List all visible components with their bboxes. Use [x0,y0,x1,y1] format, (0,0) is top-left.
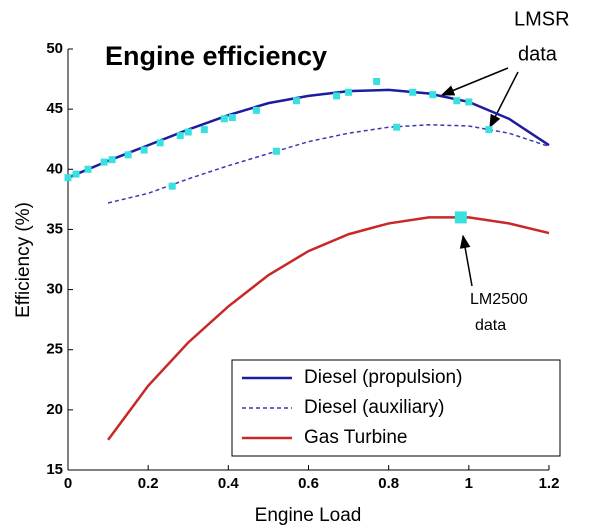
scatter-point [184,128,192,136]
scatter-point [252,106,260,114]
scatter-point [140,146,148,154]
scatter-point [373,77,381,85]
y-tick-label: 40 [46,160,63,177]
scatter-point [345,88,353,96]
x-tick-label: 0.2 [138,475,159,492]
scatter-point [272,147,280,155]
scatter-point [220,115,228,123]
annotation: LMSR [514,8,570,30]
legend-label: Gas Turbine [304,427,408,448]
scatter-point [108,156,116,164]
legend-label: Diesel (propulsion) [304,367,462,388]
y-axis-label: Efficiency (%) [13,202,34,318]
y-tick-label: 15 [46,461,63,478]
x-axis-label: Engine Load [255,505,362,526]
scatter-point [453,97,461,105]
x-tick-label: 0.4 [218,475,240,492]
y-tick-label: 45 [46,100,63,117]
annotation: data [475,317,506,334]
scatter-point [84,165,92,173]
scatter-point [124,151,132,159]
scatter-point [485,126,493,134]
arrow [459,234,473,287]
arrow [489,71,519,129]
scatter-point [465,98,473,106]
y-tick-label: 30 [46,281,63,298]
x-tick-label: 0.6 [298,475,319,492]
annotation: LM2500 [470,291,528,308]
x-tick-label: 1 [465,475,473,492]
x-tick-label: 0 [64,475,72,492]
y-tick-label: 35 [46,220,63,237]
scatter-point [176,132,184,140]
scatter-point [292,97,300,105]
scatter-point [64,174,72,182]
scatter-point [454,211,467,224]
scatter-point [409,88,417,96]
y-tick-label: 25 [46,341,63,358]
scatter-point [100,158,108,166]
legend-box [231,359,561,457]
arrow [440,67,509,96]
y-tick-label: 20 [46,401,63,418]
chart-title: Engine efficiency [105,41,327,71]
x-tick-label: 0.8 [378,475,399,492]
scatter-point [228,114,236,122]
scatter-point [393,123,401,131]
line-series [107,216,550,441]
scatter-point [200,126,208,134]
line-series [67,88,550,179]
scatter-point [156,139,164,147]
legend-label: Diesel (auxiliary) [304,397,444,418]
scatter-point [72,170,80,178]
scatter-point [333,92,341,100]
annotation: data [518,43,558,65]
scatter-point [168,182,176,190]
x-tick-label: 1.2 [539,475,560,492]
line-series [107,124,550,204]
legend: Diesel (propulsion) Diesel (auxiliary) Gas… [231,359,561,457]
y-tick-label: 50 [46,40,63,57]
scatter-point [429,91,437,99]
